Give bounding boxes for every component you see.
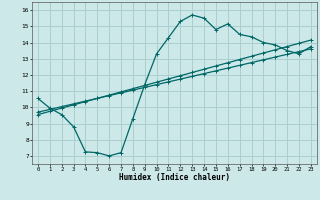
X-axis label: Humidex (Indice chaleur): Humidex (Indice chaleur) xyxy=(119,173,230,182)
